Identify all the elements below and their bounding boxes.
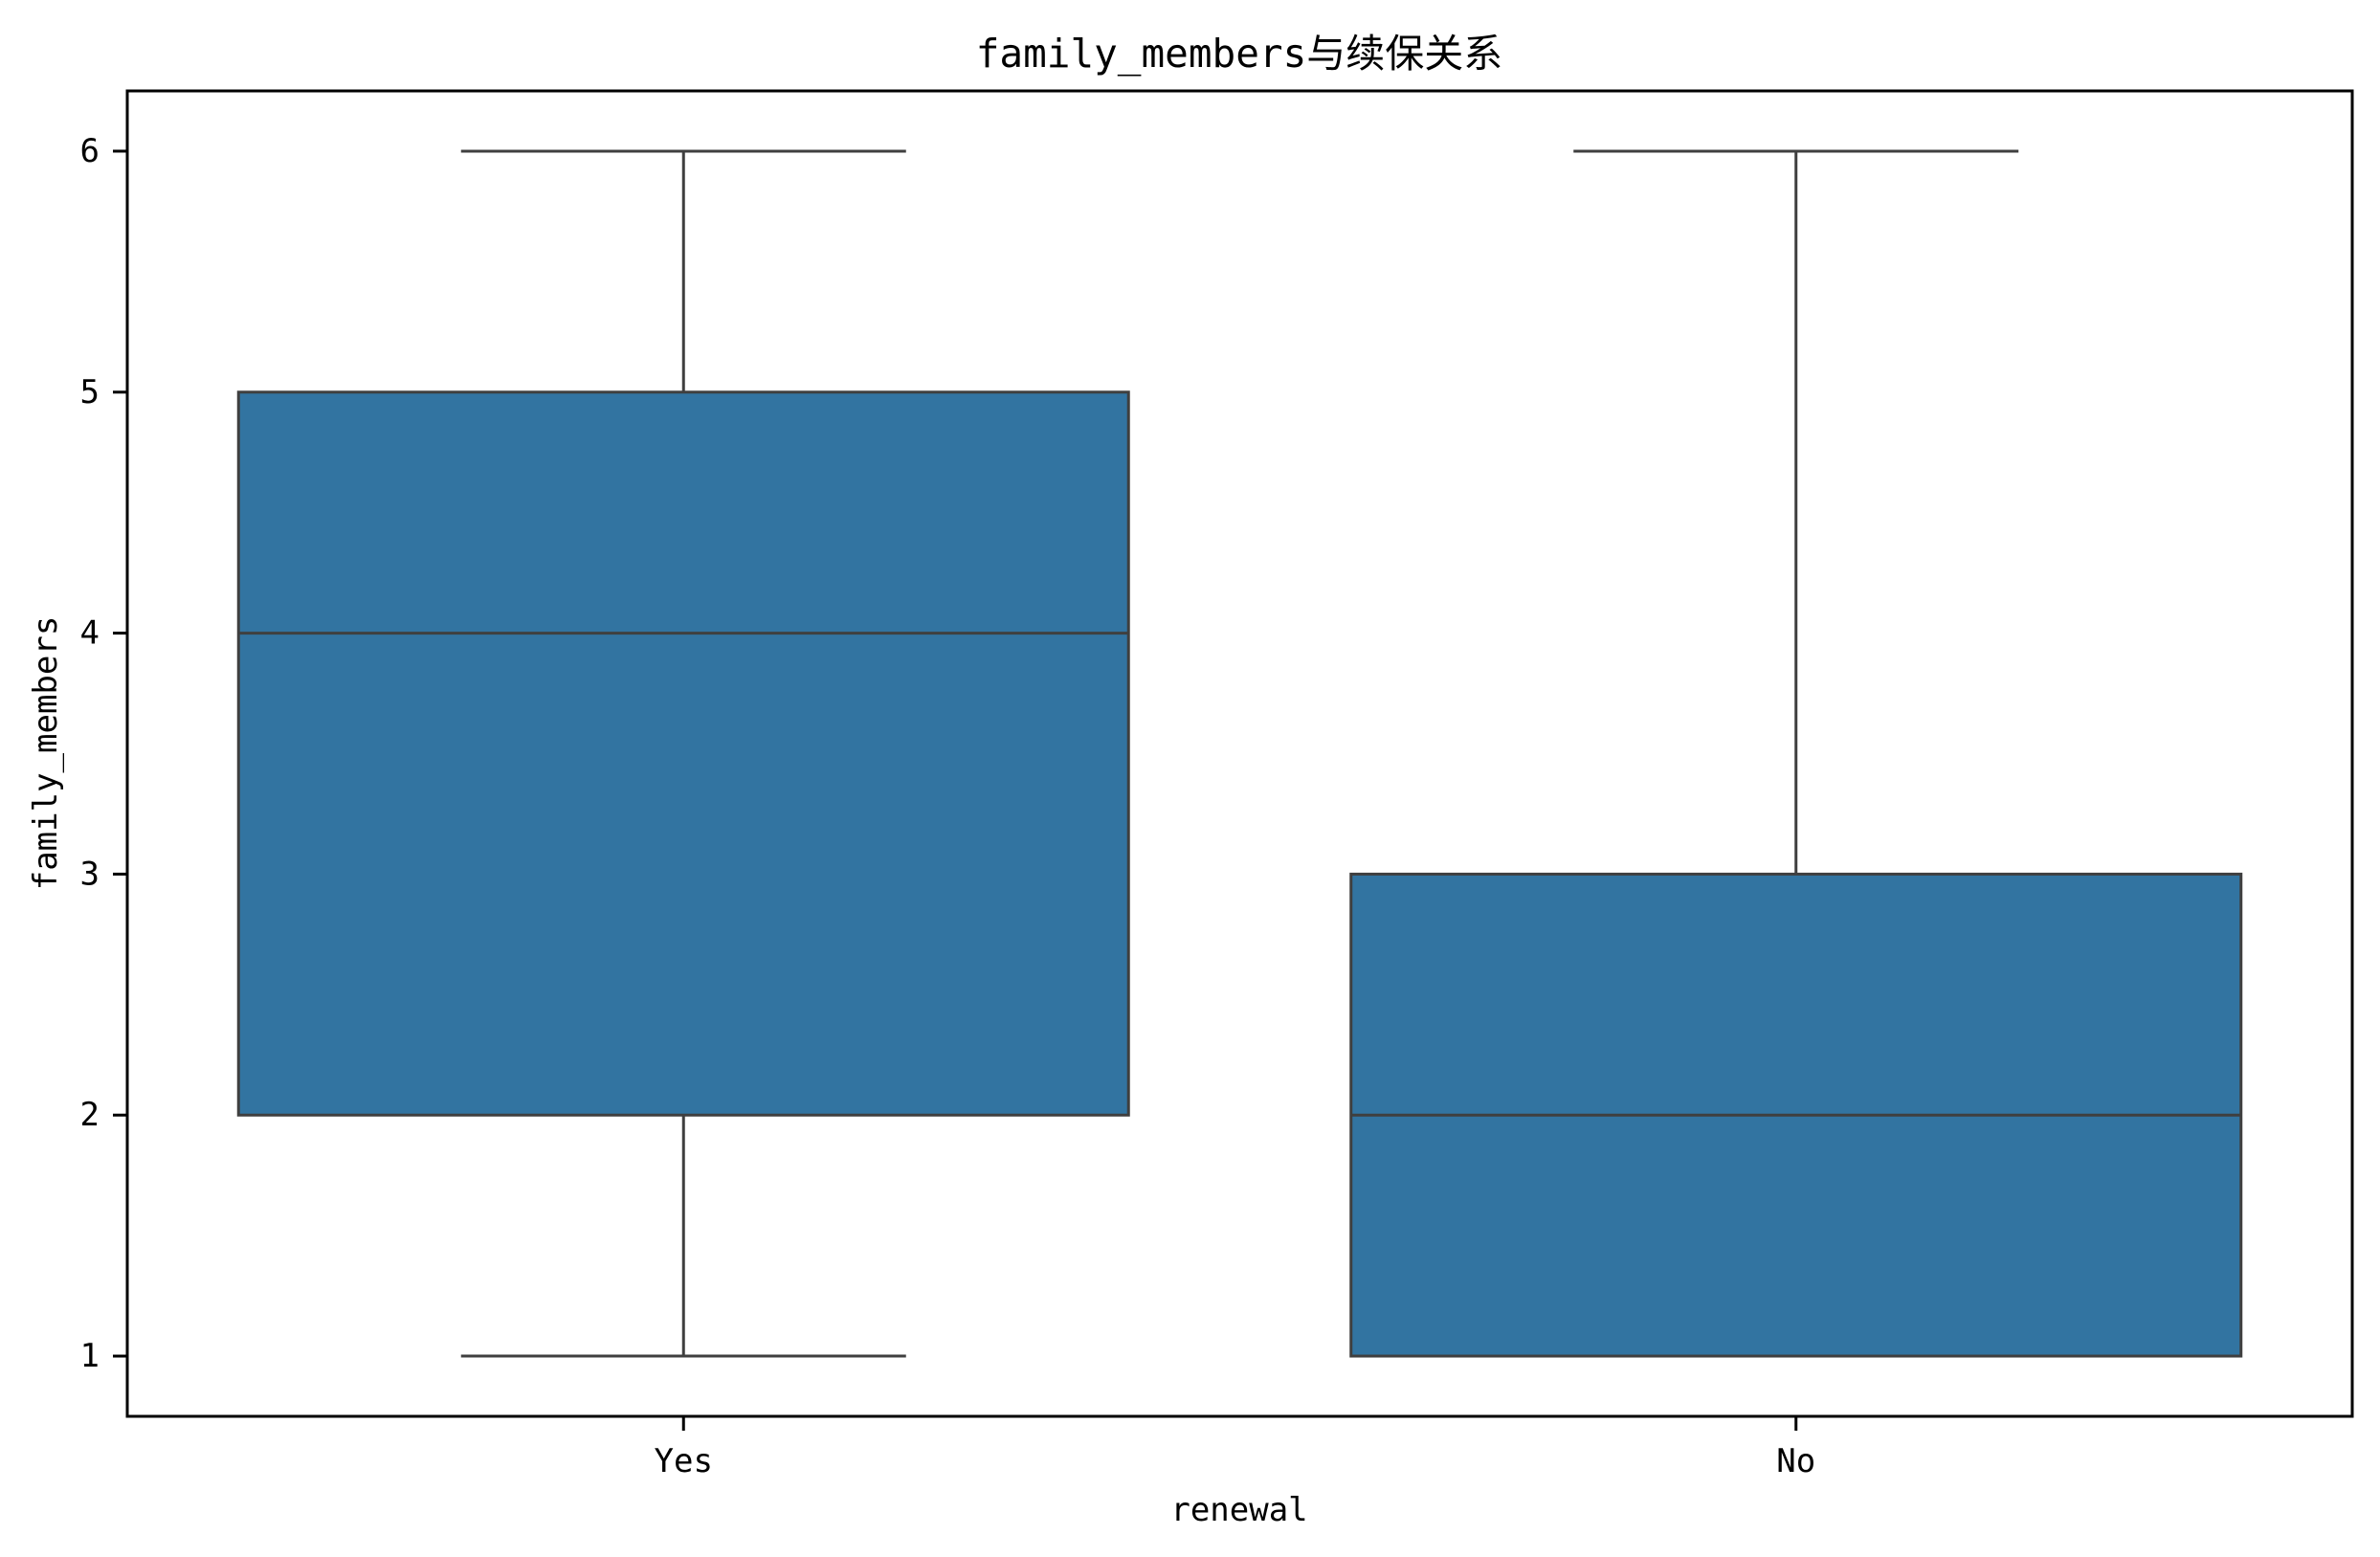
y-tick-label: 4	[80, 614, 100, 653]
y-tick-label: 1	[80, 1337, 100, 1375]
box-yes	[236, 390, 1130, 1117]
chart-title: family_members与续保关系	[976, 31, 1503, 77]
y-tick-label: 6	[80, 132, 100, 170]
plot-area	[236, 149, 2243, 1358]
x-axis-label: renewal	[1170, 1491, 1307, 1529]
y-tick-label: 3	[80, 855, 100, 893]
axes: 1 2 3 4 5 6 Yes No	[80, 89, 2354, 1480]
x-tick-label: No	[1776, 1442, 1815, 1480]
y-tick-label: 5	[80, 373, 100, 411]
axes-frame	[125, 89, 2354, 1418]
x-tick-label: Yes	[655, 1442, 713, 1480]
y-tick-label: 2	[80, 1096, 100, 1134]
y-axis-label: family_members	[27, 616, 65, 891]
